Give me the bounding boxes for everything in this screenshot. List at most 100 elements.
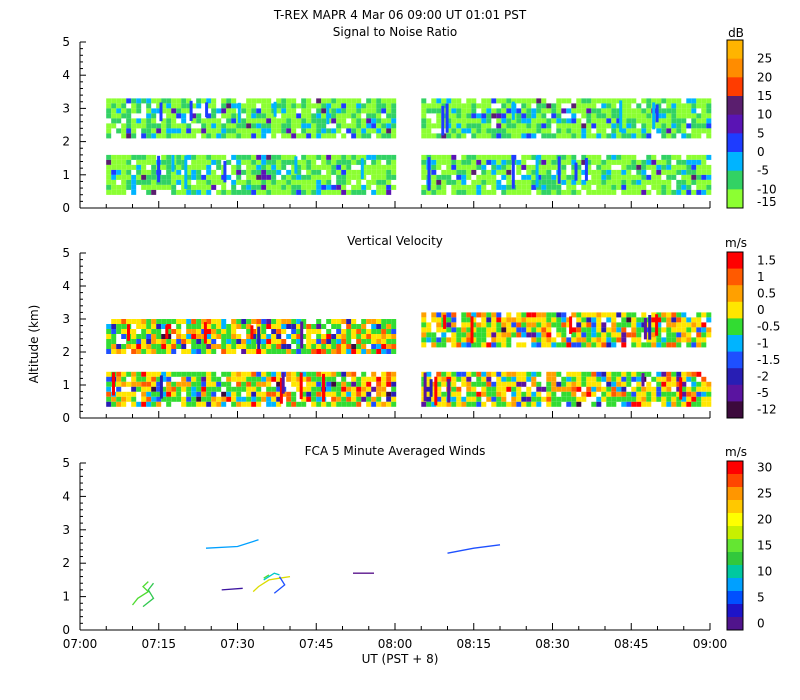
- heatmap-cell: [266, 189, 272, 195]
- heatmap-cell: [546, 322, 552, 328]
- heatmap-cell: [536, 103, 542, 109]
- heatmap-cell: [611, 174, 617, 180]
- heatmap-cell: [566, 133, 572, 139]
- heatmap-cell: [196, 371, 202, 377]
- heatmap-cell: [596, 317, 602, 323]
- heatmap-cell: [361, 349, 367, 354]
- heatmap-cell: [236, 381, 242, 387]
- heatmap-cell: [376, 349, 382, 354]
- heatmap-cell: [461, 154, 467, 160]
- heatmap-cell: [366, 113, 372, 119]
- heatmap-cell: [661, 312, 667, 318]
- heatmap-cell: [126, 128, 132, 134]
- heatmap-cell: [166, 133, 172, 139]
- heatmap-cell: [551, 164, 557, 170]
- heatmap-cell: [636, 337, 642, 343]
- heatmap-cell: [546, 164, 552, 170]
- heatmap-cell: [586, 103, 592, 109]
- heatmap-cell: [436, 113, 442, 119]
- heatmap-cell: [656, 123, 662, 129]
- heatmap-cell: [116, 103, 122, 109]
- heatmap-cell: [386, 133, 392, 139]
- heatmap-cell: [146, 189, 152, 195]
- panel-title: Vertical Velocity: [347, 234, 443, 248]
- heatmap-cell: [376, 113, 382, 119]
- heatmap-cell: [331, 103, 337, 109]
- heatmap-cell: [291, 103, 297, 109]
- heatmap-cell: [191, 319, 197, 324]
- heatmap-cell: [486, 179, 492, 185]
- heatmap-band-4: [421, 98, 712, 139]
- heatmap-cell: [216, 133, 222, 139]
- heatmap-cell: [231, 324, 237, 329]
- heatmap-cell: [166, 349, 172, 354]
- heatmap-streak: [360, 158, 364, 180]
- heatmap-cell: [276, 339, 282, 344]
- heatmap-cell: [336, 128, 342, 134]
- heatmap-cell: [686, 154, 692, 160]
- heatmap-cell: [156, 329, 162, 334]
- heatmap-cell: [571, 189, 577, 195]
- heatmap-cell: [556, 327, 562, 333]
- heatmap-cell: [531, 174, 537, 180]
- heatmap-cell: [191, 159, 197, 165]
- heatmap-cell: [696, 154, 702, 160]
- heatmap-cell: [166, 381, 172, 387]
- heatmap-cell: [336, 179, 342, 185]
- heatmap-cell: [471, 312, 477, 318]
- colorbar-units: m/s: [725, 445, 747, 459]
- heatmap-cell: [671, 381, 677, 387]
- heatmap-streak: [326, 106, 330, 125]
- heatmap-cell: [131, 103, 137, 109]
- heatmap-cell: [106, 349, 112, 354]
- heatmap-cell: [221, 324, 227, 329]
- heatmap-cell: [466, 332, 472, 338]
- heatmap-cell: [366, 108, 372, 114]
- heatmap-cell: [121, 189, 127, 195]
- heatmap-cell: [211, 319, 217, 324]
- heatmap-cell: [356, 118, 362, 124]
- heatmap-cell: [371, 401, 377, 407]
- heatmap-cell: [306, 376, 312, 382]
- heatmap-cell: [511, 401, 517, 407]
- heatmap-cell: [701, 98, 707, 104]
- heatmap-cell: [161, 118, 167, 124]
- heatmap-cell: [251, 334, 257, 339]
- colorbar-tick-label: -15: [757, 195, 777, 209]
- heatmap-cell: [586, 118, 592, 124]
- heatmap-cell: [271, 184, 277, 190]
- heatmap-cell: [341, 391, 347, 397]
- heatmap-cell: [231, 396, 237, 402]
- heatmap-cell: [316, 174, 322, 180]
- heatmap-cell: [621, 386, 627, 392]
- heatmap-cell: [321, 103, 327, 109]
- heatmap-cell: [186, 169, 192, 175]
- heatmap-cell: [676, 391, 682, 397]
- heatmap-cell: [451, 376, 457, 382]
- heatmap-cell: [146, 396, 152, 402]
- heatmap-cell: [141, 179, 147, 185]
- heatmap-cell: [391, 381, 397, 387]
- heatmap-cell: [281, 391, 287, 397]
- heatmap-cell: [196, 174, 202, 180]
- heatmap-cell: [351, 401, 357, 407]
- heatmap-cell: [596, 123, 602, 129]
- heatmap-cell: [331, 128, 337, 134]
- heatmap-cell: [471, 133, 477, 139]
- heatmap-cell: [201, 154, 207, 160]
- heatmap-cell: [616, 179, 622, 185]
- heatmap-cell: [421, 98, 427, 104]
- heatmap-cell: [231, 179, 237, 185]
- heatmap-cell: [691, 327, 697, 333]
- heatmap-cell: [701, 337, 707, 343]
- heatmap-cell: [486, 189, 492, 195]
- heatmap-cell: [696, 317, 702, 323]
- heatmap-cell: [126, 159, 132, 165]
- heatmap-cell: [286, 108, 292, 114]
- heatmap-cell: [706, 118, 712, 124]
- heatmap-cell: [181, 154, 187, 160]
- heatmap-cell: [596, 128, 602, 134]
- heatmap-cell: [246, 391, 252, 397]
- heatmap-cell: [216, 386, 222, 392]
- colorbar-tick-label: -1.5: [757, 353, 780, 367]
